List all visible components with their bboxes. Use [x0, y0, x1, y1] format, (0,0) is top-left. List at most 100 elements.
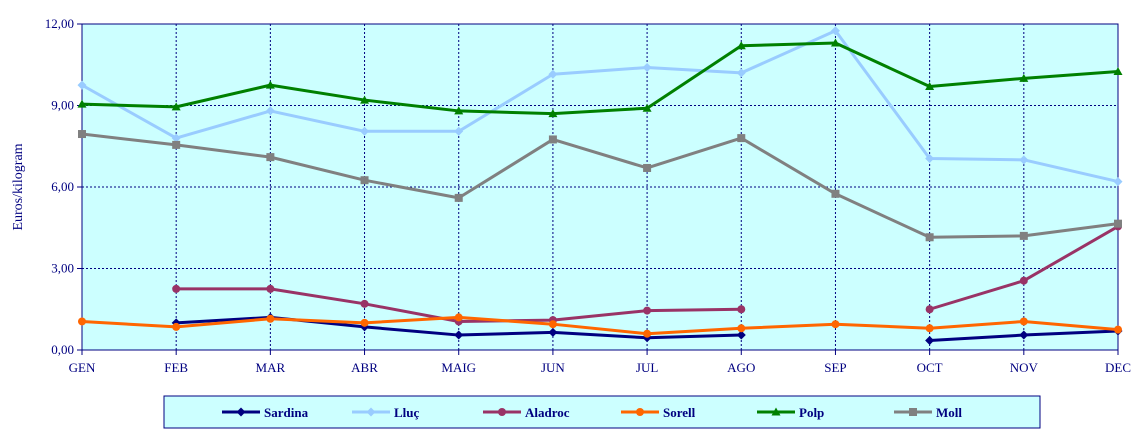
data-point-sorell	[78, 317, 86, 326]
data-point-aladroc	[737, 305, 746, 314]
series-line-sorell	[81, 315, 1119, 336]
x-tick-label: JUN	[541, 360, 565, 375]
data-point-sorell	[737, 324, 746, 333]
data-point-llu-	[265, 106, 275, 116]
data-point-aladroc	[172, 284, 181, 293]
data-point-sorell	[1114, 325, 1122, 334]
legend-marker-llu-	[366, 407, 376, 417]
x-tick-label: GEN	[69, 360, 96, 375]
data-point-llu-	[642, 62, 652, 72]
data-point-polp	[548, 109, 558, 118]
data-point-aladroc	[925, 305, 934, 314]
legend-marker-aladroc	[498, 408, 506, 416]
legend-label-polp: Polp	[799, 405, 824, 420]
x-tick-label: DEC	[1105, 360, 1131, 375]
series-line-moll	[81, 132, 1119, 239]
data-point-polp	[360, 95, 370, 104]
series-line-polp	[81, 41, 1119, 116]
data-point-sorell	[643, 329, 652, 338]
series-llu-	[77, 26, 1123, 187]
data-point-moll	[548, 135, 557, 144]
series-group	[77, 26, 1123, 345]
y-tick-label: 6,00	[51, 179, 74, 194]
series-polp	[77, 38, 1123, 118]
data-point-polp	[736, 41, 746, 50]
series-sorell	[78, 313, 1122, 338]
legend-item-moll: Moll	[894, 405, 962, 420]
data-point-polp	[77, 99, 87, 108]
data-point-llu-	[360, 126, 370, 136]
data-point-moll	[737, 134, 746, 143]
x-tick-label: ABR	[351, 360, 378, 375]
legend-label-sardina: Sardina	[264, 405, 309, 420]
legend-item-sardina: Sardina	[222, 405, 309, 420]
y-axis-label: Euros/kilogram	[11, 143, 26, 230]
data-point-polp	[830, 38, 840, 47]
data-point-moll	[172, 140, 181, 149]
data-point-llu-	[171, 133, 181, 143]
data-point-aladroc	[266, 284, 275, 293]
x-tick-label: FEB	[164, 360, 188, 375]
data-point-moll	[1019, 231, 1028, 240]
series-aladroc	[172, 222, 1122, 326]
x-tick-label: MAR	[256, 360, 286, 375]
legend-label-llu-: Lluç	[394, 405, 420, 420]
data-point-moll	[78, 130, 86, 139]
data-point-sorell	[548, 320, 557, 329]
legend-marker-sorell	[636, 408, 644, 416]
data-point-sorell	[360, 318, 369, 327]
y-tick-label: 9,00	[51, 98, 74, 113]
legend-marker-sardina	[236, 407, 246, 417]
data-point-llu-	[830, 26, 840, 36]
data-point-sorell	[925, 324, 934, 333]
data-point-moll	[643, 163, 652, 172]
data-point-sardina	[454, 330, 464, 340]
data-point-sorell	[831, 320, 840, 329]
data-point-sorell	[454, 313, 463, 322]
data-point-aladroc	[360, 299, 369, 308]
data-point-polp	[454, 106, 464, 115]
legend-item-llu-: Lluç	[352, 405, 420, 420]
data-point-sardina	[925, 335, 935, 345]
x-tick-label: MAIG	[441, 360, 476, 375]
data-point-moll	[925, 233, 934, 242]
data-point-sorell	[1019, 317, 1028, 326]
data-point-llu-	[454, 126, 464, 136]
legend-item-aladroc: Aladroc	[483, 405, 570, 420]
data-point-llu-	[77, 80, 87, 90]
legend-item-polp: Polp	[757, 405, 824, 420]
x-tick-label: JUL	[636, 360, 658, 375]
data-point-polp	[1019, 73, 1029, 82]
legend-label-aladroc: Aladroc	[525, 405, 570, 420]
data-point-polp	[171, 102, 181, 111]
series-moll	[78, 130, 1122, 242]
x-tick-label: OCT	[917, 360, 943, 375]
series-line-llu-	[81, 29, 1119, 184]
x-tick-label: NOV	[1010, 360, 1039, 375]
data-point-polp	[642, 103, 652, 112]
data-point-sardina	[548, 327, 558, 337]
y-tick-label: 12,00	[45, 16, 74, 31]
data-point-llu-	[925, 153, 935, 163]
data-point-aladroc	[1019, 276, 1028, 285]
legend: Sardina Lluç Aladroc Sorell Polp Moll	[222, 405, 962, 420]
data-point-sorell	[172, 322, 181, 331]
data-point-llu-	[1019, 155, 1029, 165]
data-point-polp	[925, 81, 935, 90]
data-point-polp	[1113, 67, 1123, 76]
data-point-moll	[1114, 219, 1122, 228]
data-point-sardina	[736, 330, 746, 340]
data-point-moll	[360, 176, 369, 185]
data-point-sardina	[1019, 330, 1029, 340]
legend-label-sorell: Sorell	[663, 405, 696, 420]
legend-marker-moll	[909, 408, 917, 416]
data-point-moll	[454, 193, 463, 202]
data-point-moll	[266, 153, 275, 162]
data-point-sorell	[266, 314, 275, 323]
data-point-llu-	[736, 68, 746, 78]
data-point-moll	[831, 189, 840, 198]
data-point-aladroc	[643, 306, 652, 315]
axis-ticks: 0,00 3,00 6,00 9,00 12,00 GEN FEB MAR ABR MAIG JUN…	[45, 16, 1131, 375]
y-tick-label: 0,00	[51, 342, 74, 357]
